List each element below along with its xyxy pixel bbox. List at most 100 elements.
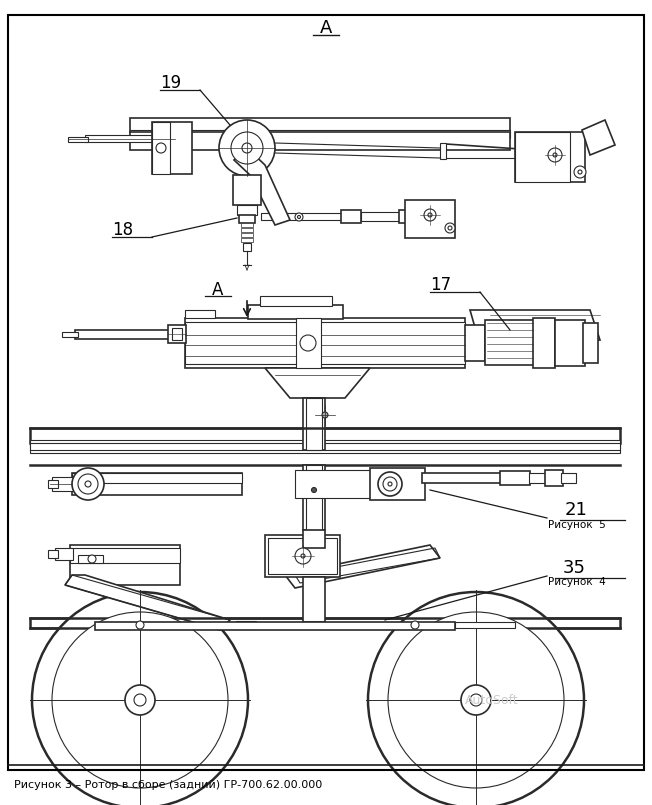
Bar bbox=[248, 305, 343, 319]
Bar bbox=[515, 132, 585, 182]
Bar bbox=[72, 473, 242, 483]
Bar bbox=[241, 233, 253, 237]
Bar bbox=[260, 296, 332, 306]
Bar bbox=[583, 323, 598, 363]
Bar bbox=[303, 398, 325, 450]
Bar bbox=[296, 318, 321, 368]
Bar bbox=[306, 465, 322, 530]
Bar bbox=[399, 210, 413, 223]
Text: А: А bbox=[213, 281, 224, 299]
Bar bbox=[70, 545, 180, 585]
Circle shape bbox=[378, 472, 402, 496]
Circle shape bbox=[242, 143, 252, 153]
Circle shape bbox=[574, 166, 586, 178]
Bar bbox=[72, 473, 242, 495]
Circle shape bbox=[297, 216, 301, 218]
Circle shape bbox=[72, 468, 104, 500]
Polygon shape bbox=[285, 545, 440, 588]
Bar bbox=[55, 548, 73, 560]
Bar bbox=[130, 118, 510, 132]
Bar bbox=[341, 210, 361, 223]
Bar bbox=[261, 213, 341, 220]
Circle shape bbox=[32, 592, 248, 805]
Bar bbox=[68, 137, 88, 142]
Circle shape bbox=[388, 612, 564, 788]
Bar bbox=[561, 473, 576, 483]
Polygon shape bbox=[582, 120, 615, 155]
Circle shape bbox=[553, 153, 557, 157]
Circle shape bbox=[445, 223, 455, 233]
Bar bbox=[545, 470, 563, 486]
Bar bbox=[243, 243, 251, 251]
Polygon shape bbox=[265, 368, 370, 398]
Circle shape bbox=[578, 170, 582, 174]
Bar bbox=[465, 325, 485, 361]
Bar bbox=[30, 440, 620, 448]
Circle shape bbox=[85, 481, 91, 487]
Circle shape bbox=[448, 226, 452, 230]
Bar bbox=[152, 122, 192, 174]
Bar bbox=[30, 428, 620, 443]
Bar bbox=[555, 320, 585, 366]
Bar bbox=[48, 480, 58, 488]
Bar bbox=[295, 470, 385, 498]
Bar bbox=[152, 122, 170, 174]
Circle shape bbox=[428, 213, 432, 217]
Circle shape bbox=[424, 209, 436, 221]
Bar bbox=[405, 200, 455, 238]
Bar bbox=[440, 143, 446, 159]
Bar bbox=[30, 618, 620, 628]
Bar bbox=[239, 215, 255, 223]
Bar bbox=[185, 322, 465, 364]
Circle shape bbox=[383, 477, 397, 491]
Bar bbox=[303, 577, 325, 622]
Bar bbox=[485, 320, 535, 365]
Circle shape bbox=[411, 621, 419, 629]
Bar bbox=[361, 212, 401, 221]
Circle shape bbox=[301, 554, 305, 558]
Bar bbox=[500, 471, 530, 485]
Bar bbox=[185, 318, 465, 368]
Text: А: А bbox=[320, 19, 332, 37]
Circle shape bbox=[134, 694, 146, 706]
Bar bbox=[236, 621, 256, 629]
Bar bbox=[233, 175, 261, 205]
Bar bbox=[78, 555, 103, 563]
Polygon shape bbox=[234, 148, 290, 225]
Circle shape bbox=[295, 213, 303, 221]
Bar bbox=[75, 330, 170, 339]
Text: 19: 19 bbox=[160, 74, 181, 92]
Bar bbox=[172, 328, 182, 340]
Circle shape bbox=[368, 592, 584, 805]
Text: 17: 17 bbox=[430, 276, 451, 294]
Circle shape bbox=[548, 148, 562, 162]
Circle shape bbox=[231, 132, 263, 164]
Bar bbox=[529, 473, 547, 483]
Text: 21: 21 bbox=[565, 501, 588, 519]
Circle shape bbox=[461, 685, 491, 715]
Bar bbox=[52, 477, 90, 491]
Text: Рисунок  4: Рисунок 4 bbox=[548, 577, 606, 587]
Circle shape bbox=[312, 488, 316, 493]
Circle shape bbox=[388, 482, 392, 486]
Bar bbox=[48, 550, 58, 558]
Bar bbox=[168, 325, 186, 343]
Bar bbox=[241, 228, 253, 232]
Circle shape bbox=[156, 143, 166, 153]
Circle shape bbox=[52, 612, 228, 788]
Bar bbox=[455, 622, 515, 628]
Bar bbox=[265, 535, 340, 577]
Bar bbox=[533, 318, 555, 368]
Bar bbox=[95, 622, 455, 630]
Bar bbox=[237, 205, 257, 215]
Circle shape bbox=[219, 120, 275, 176]
Bar bbox=[130, 132, 510, 150]
Circle shape bbox=[300, 335, 316, 351]
Text: 18: 18 bbox=[112, 221, 133, 239]
Bar bbox=[422, 473, 502, 483]
Circle shape bbox=[136, 621, 144, 629]
Bar bbox=[241, 223, 253, 227]
Circle shape bbox=[88, 555, 96, 563]
Bar bbox=[303, 465, 325, 530]
Bar bbox=[62, 332, 78, 337]
